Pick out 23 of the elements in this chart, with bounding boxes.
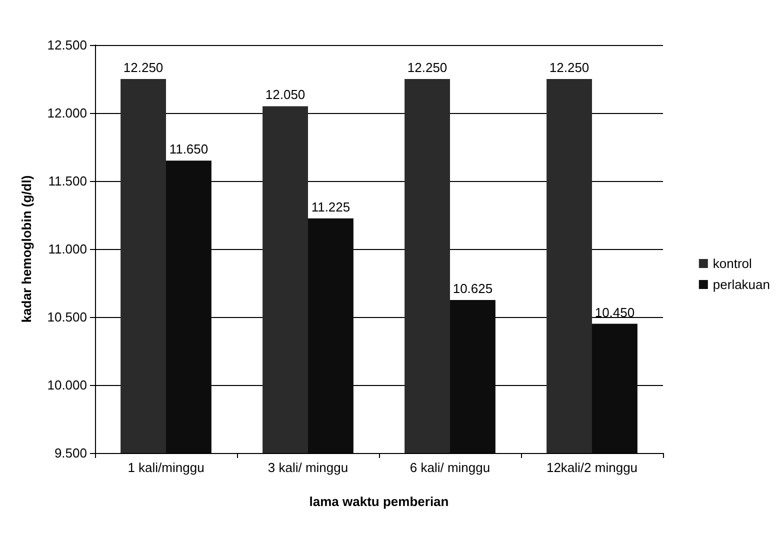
- data-label: 11.650: [169, 142, 208, 157]
- y-tick-label: 11.000: [48, 242, 87, 256]
- data-label: 10.450: [594, 304, 635, 320]
- data-label: 10.625: [452, 281, 493, 296]
- y-tick-label: 12.500: [47, 38, 87, 52]
- x-tick-label: 3 kali/ minggu: [268, 460, 348, 475]
- data-label: 12.050: [265, 87, 306, 102]
- y-tick-label: 10.500: [47, 310, 87, 324]
- x-axis-title: lama waktu pemberian: [309, 494, 449, 509]
- x-tick-label: 6 kali/ minggu: [410, 460, 490, 475]
- data-label: 12.250: [549, 60, 590, 75]
- legend-label: kontrol: [712, 256, 752, 271]
- x-tick-label: 12kali/2 minggu: [546, 460, 638, 475]
- y-tick-label: 12.000: [47, 106, 87, 120]
- y-tick-label: 9.500: [54, 446, 87, 460]
- y-axis-title: kadar hemoglobin (g/dl): [19, 175, 34, 323]
- data-label: 11.225: [311, 199, 350, 214]
- legend-label: perlakuan: [712, 277, 770, 292]
- y-tick-label: 11.500: [48, 174, 87, 188]
- data-label: 12.250: [123, 60, 164, 75]
- data-label: 12.250: [407, 60, 448, 75]
- y-tick-label: 10.000: [47, 378, 87, 392]
- x-tick-label: 1 kali/minggu: [128, 460, 204, 475]
